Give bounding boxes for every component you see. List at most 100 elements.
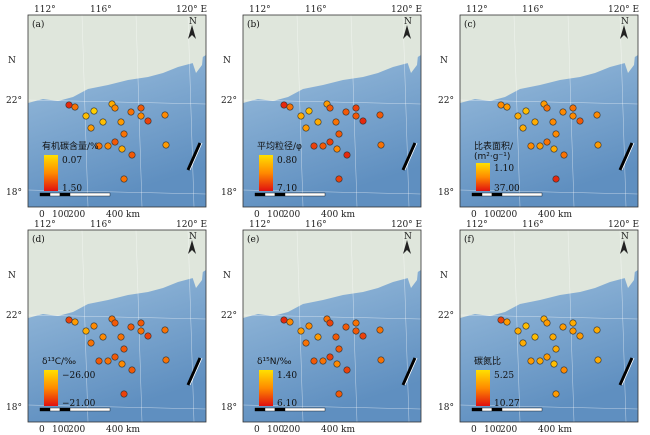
graticule-line	[350, 14, 358, 208]
graticule-line	[135, 229, 143, 423]
station-marker	[497, 101, 505, 109]
legend-title: 碳氮比	[474, 355, 501, 367]
legend-title: 比表面积/	[474, 140, 514, 152]
taiwan-island	[192, 31, 204, 73]
y-tick-label: 22°	[221, 311, 237, 321]
legend-colorbar	[259, 155, 273, 191]
y-tick-label: 18°	[221, 403, 237, 413]
north-arrow-icon: N	[403, 232, 412, 254]
x-tick-label: 116°	[90, 5, 112, 15]
graticule-line	[619, 14, 627, 208]
x-tick-label: 116°	[522, 5, 544, 15]
station-marker	[120, 390, 128, 398]
y-tick-label: 18°	[438, 403, 454, 413]
graticule-line	[296, 14, 304, 208]
map-frame	[27, 229, 207, 423]
scale-bar-label: 400 km	[538, 425, 572, 435]
station-marker	[514, 112, 522, 120]
station-marker	[569, 319, 577, 327]
graticule-line	[459, 314, 639, 320]
station-marker	[90, 322, 98, 330]
panel-label: (a)	[32, 19, 44, 30]
station-marker	[352, 327, 360, 335]
scale-bar	[254, 407, 326, 412]
station-marker	[305, 322, 313, 330]
station-marker	[71, 318, 79, 326]
station-marker	[120, 130, 128, 138]
land-area	[243, 15, 421, 103]
scale-bar	[39, 407, 111, 412]
trench-marker	[618, 357, 634, 386]
trench-marker	[401, 357, 417, 386]
x-tick-label: 112°	[249, 5, 271, 15]
station-marker	[333, 145, 341, 153]
station-marker	[111, 138, 119, 146]
station-marker	[550, 145, 558, 153]
graticule-line	[296, 229, 304, 423]
y-tick-label: 18°	[6, 188, 22, 198]
legend-colorbar	[476, 370, 490, 406]
legend-max-value: 0.07	[62, 156, 82, 166]
station-marker	[549, 333, 557, 341]
legend-title: 有机碳含量/%	[42, 140, 99, 152]
station-marker	[326, 353, 334, 361]
map-frame	[459, 14, 639, 208]
station-marker	[127, 323, 135, 331]
station-marker	[514, 327, 522, 335]
map-svg: (c) N 比表面积/(m²·g⁻¹) 1.10 37.00 112° 116° 120° E…	[438, 5, 639, 220]
station-marker	[527, 357, 535, 365]
graticule-line	[513, 14, 521, 208]
graticule-line	[27, 99, 207, 105]
station-marker	[543, 138, 551, 146]
station-marker	[576, 332, 584, 340]
station-marker	[144, 117, 152, 125]
station-marker	[593, 326, 601, 334]
station-marker	[280, 101, 288, 109]
x-tick-label: 120° E	[176, 220, 207, 230]
scale-bar-label: 200	[500, 210, 517, 220]
graticule-line	[242, 99, 422, 105]
scale-bar-label: 400 km	[538, 210, 572, 220]
station-marker	[297, 327, 305, 335]
map-frame	[242, 229, 422, 423]
station-marker	[118, 145, 126, 153]
graticule-line	[567, 229, 575, 423]
station-marker	[120, 175, 128, 183]
station-marker	[99, 333, 107, 341]
map-frame	[242, 14, 422, 208]
y-tick-label: 22°	[438, 311, 454, 321]
y-tick-label: N	[223, 56, 231, 66]
legend-max-value: 1.10	[494, 164, 514, 174]
station-marker	[569, 104, 577, 112]
x-tick-label: 120° E	[608, 220, 639, 230]
station-marker	[104, 142, 112, 150]
station-marker	[560, 151, 568, 159]
station-marker	[569, 112, 577, 120]
station-marker	[543, 353, 551, 361]
station-marker	[104, 357, 112, 365]
station-marker	[326, 319, 334, 327]
legend-min-value: 1.50	[62, 184, 82, 194]
station-marker	[543, 319, 551, 327]
y-tick-label: 18°	[438, 188, 454, 198]
station-marker	[552, 390, 560, 398]
scale-bar-label: 400 km	[106, 210, 140, 220]
station-marker	[65, 101, 73, 109]
trench-marker-highlight	[189, 357, 203, 386]
station-marker	[137, 112, 145, 120]
station-marker	[352, 319, 360, 327]
station-marker	[352, 112, 360, 120]
station-marker	[343, 151, 351, 159]
scale-bar-label: 200	[283, 425, 300, 435]
north-arrow-icon: N	[403, 17, 412, 39]
svg-text:N: N	[404, 232, 412, 242]
y-tick-label: 22°	[438, 96, 454, 106]
station-marker	[333, 360, 341, 368]
x-tick-label: 112°	[34, 5, 56, 15]
taiwan-island	[624, 31, 636, 73]
station-marker	[594, 356, 602, 364]
scale-bar-label: 200	[68, 425, 85, 435]
y-tick-label: N	[8, 271, 16, 281]
x-tick-label: 116°	[522, 220, 544, 230]
